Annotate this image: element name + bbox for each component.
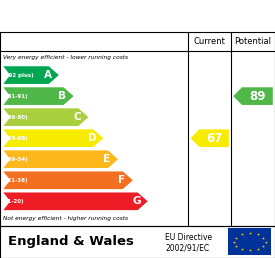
Polygon shape bbox=[3, 150, 118, 168]
Polygon shape bbox=[3, 192, 148, 210]
Text: E: E bbox=[103, 154, 110, 164]
Text: Current: Current bbox=[194, 37, 226, 46]
Polygon shape bbox=[3, 108, 89, 126]
Text: (81-91): (81-91) bbox=[6, 94, 28, 99]
Text: (21-38): (21-38) bbox=[6, 178, 28, 183]
Text: 2002/91/EC: 2002/91/EC bbox=[165, 244, 209, 253]
Text: F: F bbox=[118, 175, 125, 185]
Text: B: B bbox=[58, 91, 66, 101]
Text: Potential: Potential bbox=[235, 37, 271, 46]
Polygon shape bbox=[3, 129, 103, 147]
Text: EU Directive: EU Directive bbox=[165, 232, 212, 241]
Polygon shape bbox=[3, 87, 74, 105]
Text: Not energy efficient - higher running costs: Not energy efficient - higher running co… bbox=[3, 216, 128, 221]
Text: (55-68): (55-68) bbox=[6, 136, 28, 141]
Text: A: A bbox=[43, 70, 51, 80]
Polygon shape bbox=[233, 87, 273, 105]
Text: G: G bbox=[132, 196, 141, 206]
Text: (39-54): (39-54) bbox=[6, 157, 28, 162]
Bar bbox=[228, 228, 271, 255]
Polygon shape bbox=[3, 171, 133, 189]
Text: 67: 67 bbox=[206, 132, 222, 145]
Text: (69-80): (69-80) bbox=[6, 115, 28, 120]
Text: (1-20): (1-20) bbox=[6, 199, 24, 204]
Text: Very energy efficient - lower running costs: Very energy efficient - lower running co… bbox=[3, 55, 128, 60]
Text: England & Wales: England & Wales bbox=[8, 235, 134, 248]
Polygon shape bbox=[191, 129, 229, 147]
Text: (92 plus): (92 plus) bbox=[6, 72, 33, 78]
Polygon shape bbox=[3, 66, 59, 84]
Text: C: C bbox=[73, 112, 81, 122]
Text: D: D bbox=[88, 133, 96, 143]
Text: Energy Efficiency Rating: Energy Efficiency Rating bbox=[36, 9, 239, 24]
Text: 89: 89 bbox=[249, 90, 266, 103]
